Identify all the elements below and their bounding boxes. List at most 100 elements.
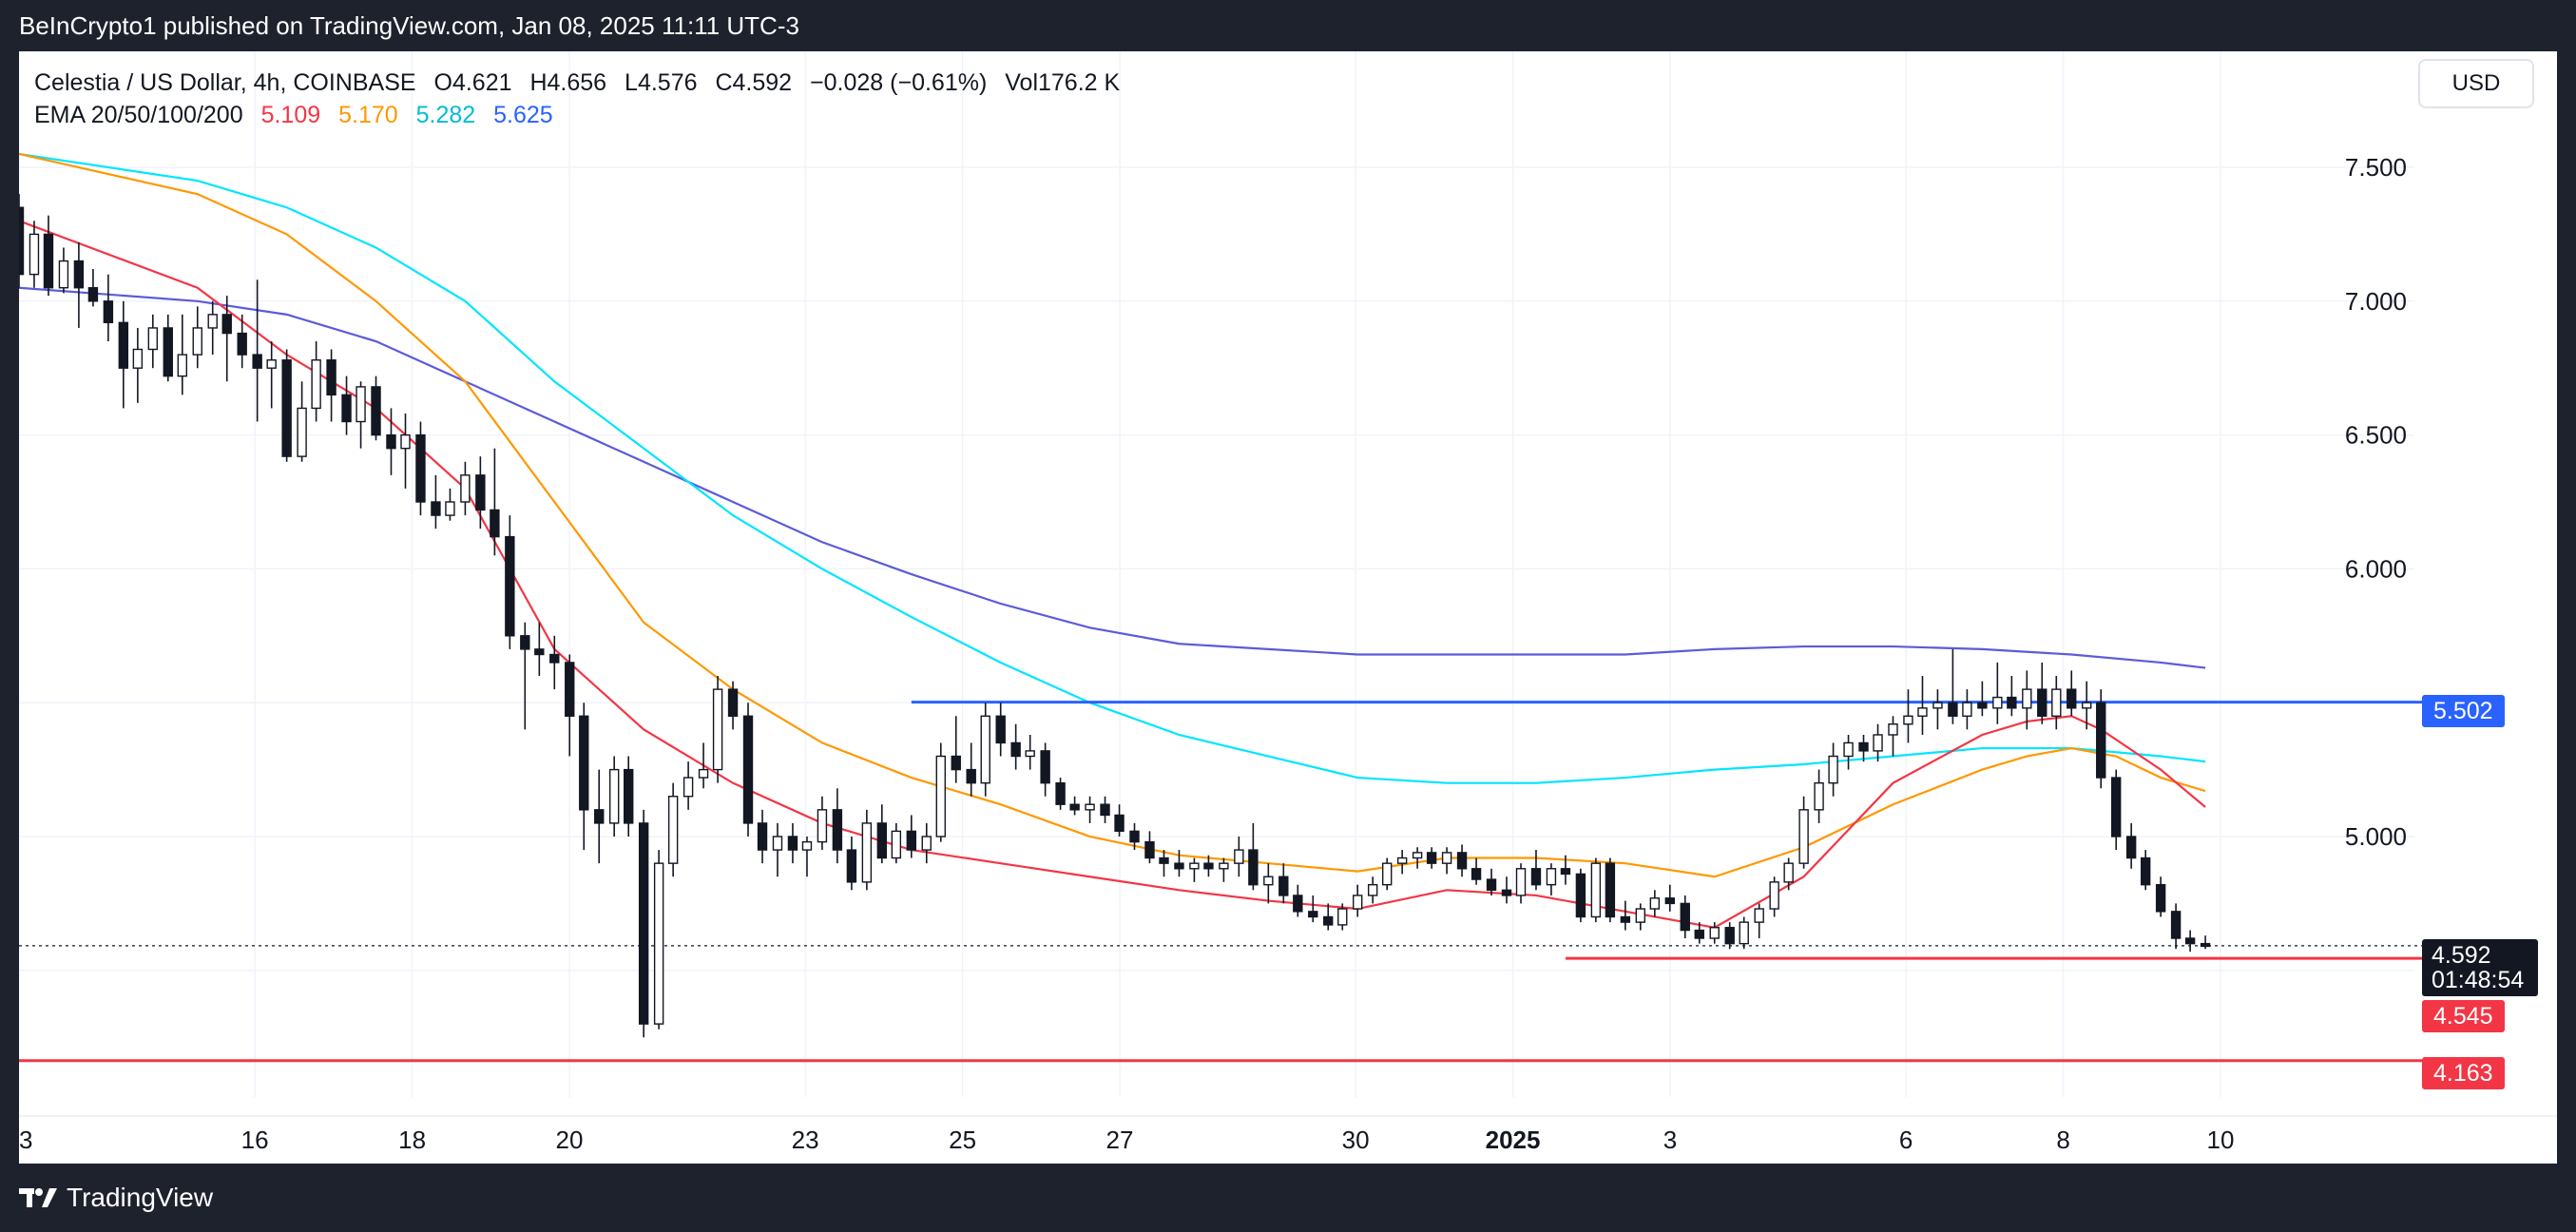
x-tick-label: 13 (19, 1126, 32, 1154)
candle-body (2022, 688, 2032, 709)
candle-body (252, 354, 262, 369)
x-tick-label: 10 (2207, 1126, 2235, 1154)
open-value: O4.621 (433, 69, 512, 96)
candle-body (266, 359, 277, 369)
candle-body (667, 796, 679, 864)
candle-body (1055, 781, 1066, 805)
candle-body (400, 433, 411, 450)
candle-body (2184, 937, 2196, 945)
x-tick-label: 8 (2056, 1126, 2069, 1154)
candle-body (565, 662, 575, 717)
candle-body (1828, 755, 1838, 784)
candle-body (1100, 803, 1110, 817)
candle-body (1471, 868, 1482, 880)
publisher-banner: BeInCrypto1 published on TradingView.com… (0, 0, 2576, 51)
candle-body (341, 394, 352, 423)
candle-body (2170, 911, 2182, 939)
candle-body (43, 233, 54, 289)
candle-body (2067, 688, 2077, 709)
candle-body (147, 327, 159, 351)
candle-body (608, 768, 620, 824)
candle-body (356, 386, 366, 423)
candle-body (1635, 908, 1646, 923)
current-price-value: 4.592 (2432, 942, 2491, 969)
ema-label[interactable]: EMA 20/50/100/200 (34, 102, 243, 128)
candle-body (1798, 809, 1809, 864)
candle-body (712, 688, 723, 771)
candle-body (1575, 873, 1586, 918)
candle-body (2082, 702, 2092, 709)
candle-body (460, 474, 471, 503)
support2-price-tag: 4.163 (2422, 1057, 2505, 1089)
y-tick-label: 7.000 (2345, 287, 2407, 316)
ema100-line (19, 152, 2206, 784)
candle-body (594, 809, 605, 824)
candle-body (1709, 927, 1720, 939)
candle-body (520, 635, 530, 650)
candlestick-chart[interactable]: 7.500 7.000 6.500 6.000 5.000 13 16 18 20 23 25 27 3… (19, 51, 2557, 1164)
candle-body (1724, 927, 1735, 945)
candle-body (1441, 852, 1452, 864)
candle-body (1025, 750, 1035, 758)
candle-body (817, 809, 828, 843)
x-tick-label: 23 (792, 1126, 819, 1154)
ema200-value: 5.625 (493, 102, 553, 128)
candle-body (1992, 696, 2003, 709)
candle-body (1159, 857, 1169, 864)
candle-body (207, 314, 218, 329)
candle-body (682, 777, 694, 798)
candle-body (505, 535, 515, 637)
candle-body (1337, 908, 1348, 926)
candle-body (2140, 857, 2151, 886)
chart-legend: Celestia / US Dollar, 4h, COINBASE O4.62… (34, 67, 1131, 131)
candle-body (742, 715, 754, 824)
candle-body (221, 314, 232, 335)
tradingview-logo[interactable]: TradingView (19, 1183, 213, 1213)
chart-area[interactable]: 7.500 7.000 6.500 6.000 5.000 13 16 18 20 23 25 27 3… (19, 51, 2557, 1164)
candle-body (653, 862, 664, 1025)
candle-body (1114, 814, 1125, 833)
candle-body (980, 715, 990, 784)
footer-bar: TradingView (0, 1164, 2576, 1232)
candle-body (832, 809, 843, 851)
support1-price-tag: 4.545 (2422, 1000, 2505, 1032)
candle-body (1546, 868, 1557, 886)
candle-body (1783, 862, 1794, 883)
candle-body (490, 509, 500, 538)
candle-body (431, 501, 441, 516)
candle-body (1769, 881, 1779, 910)
candle-body (297, 407, 307, 457)
candle-body (1308, 911, 1318, 918)
candle-body (1189, 862, 1200, 870)
candle-body (935, 755, 946, 837)
y-tick-label: 5.000 (2345, 822, 2407, 851)
candle-body (132, 348, 144, 369)
candle-body (1010, 741, 1021, 758)
candle-body (1396, 857, 1408, 864)
x-tick-label: 30 (1342, 1126, 1370, 1154)
candle-body (1560, 868, 1571, 876)
currency-button[interactable]: USD (2418, 59, 2534, 108)
support2-price-value: 4.163 (2433, 1060, 2493, 1087)
candle-body (1263, 876, 1274, 886)
candle-body (1754, 908, 1764, 923)
candle-body (1814, 781, 1824, 811)
candle-body (1948, 702, 1958, 717)
resistance-price-value: 5.502 (2433, 698, 2493, 724)
candle-body (2155, 883, 2166, 913)
candle-body (1873, 734, 1883, 752)
y-tick-label: 6.500 (2345, 421, 2407, 450)
symbol-label[interactable]: Celestia / US Dollar, 4h, COINBASE (34, 69, 416, 96)
candle-body (2051, 688, 2062, 717)
candle-body (1486, 878, 1497, 892)
candle-body (624, 768, 634, 824)
y-tick-label: 6.000 (2345, 554, 2407, 583)
candle-body (534, 648, 545, 656)
candle-body (29, 233, 40, 276)
x-tick-label: 16 (241, 1126, 269, 1154)
candle-body (371, 386, 381, 436)
candle-body (1085, 803, 1095, 811)
candle-body (87, 287, 99, 302)
candle-body (1219, 862, 1229, 870)
ema50-value: 5.170 (338, 102, 398, 128)
